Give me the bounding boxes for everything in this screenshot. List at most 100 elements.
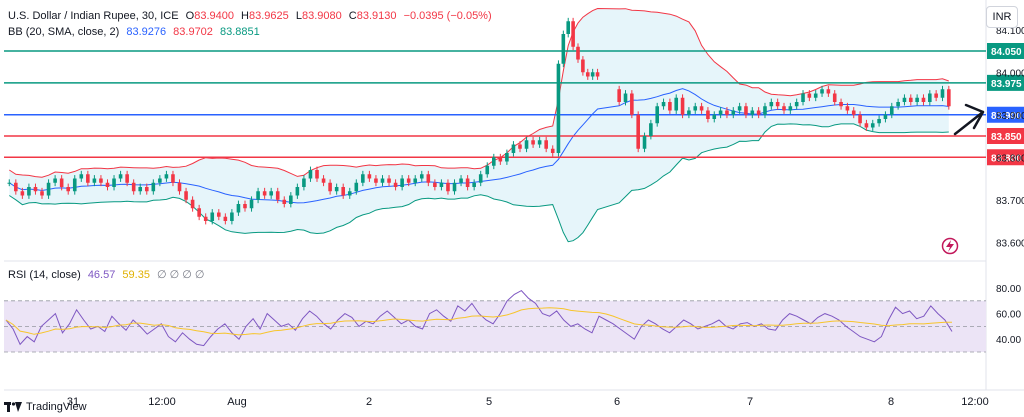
candle-body-99	[655, 106, 660, 124]
candle-body-35	[236, 204, 241, 213]
tradingview-logo: TradingView	[4, 401, 87, 413]
candle-body-82	[544, 140, 548, 149]
candle-body-100	[661, 102, 666, 107]
candle-body-74	[491, 157, 496, 166]
candle-body-135	[883, 114, 888, 119]
ohlc-header: U.S. Dollar / Indian Rupee, 30, ICE O83.…	[8, 10, 496, 22]
tradingview-wordmark: TradingView	[26, 401, 87, 413]
candle-body-97	[642, 136, 647, 149]
rsi-label: RSI (14, close)	[8, 269, 81, 281]
candle-body-121	[794, 102, 799, 107]
high-value: 83.9625	[249, 10, 289, 22]
level-label-2: 83.900	[991, 111, 1022, 122]
bb-basis-line	[9, 88, 949, 204]
candle-body-13	[92, 178, 97, 183]
rsi-value: 46.57	[87, 269, 116, 281]
candle-body-113	[744, 106, 748, 115]
candle-body-10	[72, 178, 77, 192]
candle-body-101	[668, 102, 672, 111]
currency-button[interactable]: INR	[986, 6, 1018, 28]
candle-body-26	[177, 182, 182, 192]
rsi-ma-value: 59.35	[122, 269, 150, 281]
time-tick-5: 6	[614, 396, 620, 408]
candle-body-145	[947, 89, 951, 107]
price-tick-4: 83.700	[996, 196, 1024, 207]
candle-body-44	[295, 187, 300, 196]
candle-body-111	[731, 110, 736, 115]
level-label-1: 83.975	[991, 79, 1022, 90]
price-tick-2: 83.900	[996, 111, 1024, 122]
candle-body-69	[459, 178, 463, 183]
candle-body-94	[623, 93, 628, 102]
candle-body-88	[576, 46, 580, 60]
price-tick-1: 84.000	[996, 68, 1024, 79]
candle-body-59	[393, 182, 398, 187]
candle-body-108	[712, 114, 717, 119]
candle-body-21	[144, 187, 149, 192]
candle-body-81	[537, 140, 542, 145]
candle-body-14	[99, 178, 103, 183]
candle-body-4	[33, 187, 38, 192]
candle-body-75	[498, 157, 503, 162]
candle-body-90	[585, 72, 590, 77]
candle-body-70	[465, 178, 470, 187]
candle-body-102	[674, 97, 679, 111]
candle-body-48	[321, 178, 326, 183]
price-tick-3: 83.800	[996, 153, 1024, 164]
candle-body-91	[590, 72, 595, 77]
candle-body-112	[737, 106, 742, 111]
candle-body-109	[718, 110, 723, 115]
candle-body-45	[302, 178, 306, 187]
candle-body-12	[86, 174, 90, 183]
rsi-header: RSI (14, close) 46.57 59.35 ∅ ∅ ∅ ∅	[8, 268, 209, 281]
candle-body-30	[203, 216, 208, 221]
candle-body-17	[118, 174, 123, 179]
candle-body-141	[921, 97, 926, 102]
candle-body-119	[782, 106, 786, 111]
candle-body-106	[699, 106, 704, 111]
candle-body-61	[406, 178, 411, 183]
candle-body-87	[571, 21, 575, 47]
candle-body-128	[839, 102, 843, 107]
candle-body-142	[928, 93, 932, 102]
candle-body-24	[164, 174, 169, 179]
candle-body-36	[243, 204, 247, 209]
time-tick-1: 12:00	[148, 396, 176, 408]
bb-label: BB (20, SMA, close, 2)	[8, 26, 120, 38]
candle-body-27	[184, 191, 188, 200]
candle-body-134	[877, 119, 881, 124]
rsi-tick-2: 40.00	[996, 335, 1021, 346]
candle-body-50	[334, 187, 339, 192]
candle-body-84	[556, 63, 561, 153]
candle-body-110	[725, 110, 729, 115]
open-value: 83.9400	[194, 10, 234, 22]
candle-body-85	[561, 34, 566, 64]
candle-body-68	[452, 182, 457, 192]
candle-body-86	[566, 21, 571, 34]
time-tick-0: 31	[67, 396, 79, 408]
arrow-icon	[953, 103, 985, 136]
candle-body-120	[788, 106, 793, 111]
candle-body-138	[902, 97, 907, 102]
candle-body-79	[524, 140, 529, 149]
level-label-4: 83.800	[991, 153, 1022, 164]
candle-body-39	[262, 191, 267, 196]
candle-body-20	[138, 187, 143, 192]
tradingview-icon	[4, 402, 22, 412]
time-tick-6: 7	[747, 396, 753, 408]
candle-body-103	[680, 97, 685, 115]
candle-body-80	[531, 140, 535, 145]
level-tag-4	[987, 149, 1024, 166]
candle-body-2	[20, 191, 25, 196]
candle-body-104	[687, 110, 691, 115]
level-label-3: 83.850	[991, 132, 1022, 143]
candle-body-46	[308, 170, 313, 179]
high-label: H	[241, 10, 249, 22]
candle-body-114	[750, 110, 755, 115]
candle-body-131	[858, 114, 862, 124]
open-label: O	[185, 10, 195, 22]
level-tag-3	[987, 128, 1024, 144]
candle-body-51	[341, 187, 346, 196]
level-tag-2	[987, 106, 1024, 123]
bb-lower-line	[9, 123, 949, 243]
